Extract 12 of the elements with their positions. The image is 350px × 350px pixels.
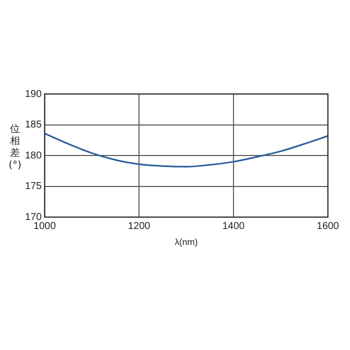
y-axis-title: 位相差(°): [8, 123, 22, 172]
x-axis-title: λ(nm): [174, 237, 198, 248]
y-tick-label: 190: [24, 88, 42, 100]
x-tick-label: 1600: [316, 220, 340, 232]
y-tick-label: 170: [24, 212, 42, 223]
x-tick-label: 1400: [222, 220, 246, 232]
y-tick-label: 185: [24, 120, 42, 131]
x-tick-label: 1000: [34, 220, 56, 232]
y-tick-label: 180: [24, 150, 42, 162]
x-tick-label: 1200: [128, 220, 151, 232]
line-series: [44, 132, 328, 168]
y-tick-label: 175: [24, 181, 42, 192]
